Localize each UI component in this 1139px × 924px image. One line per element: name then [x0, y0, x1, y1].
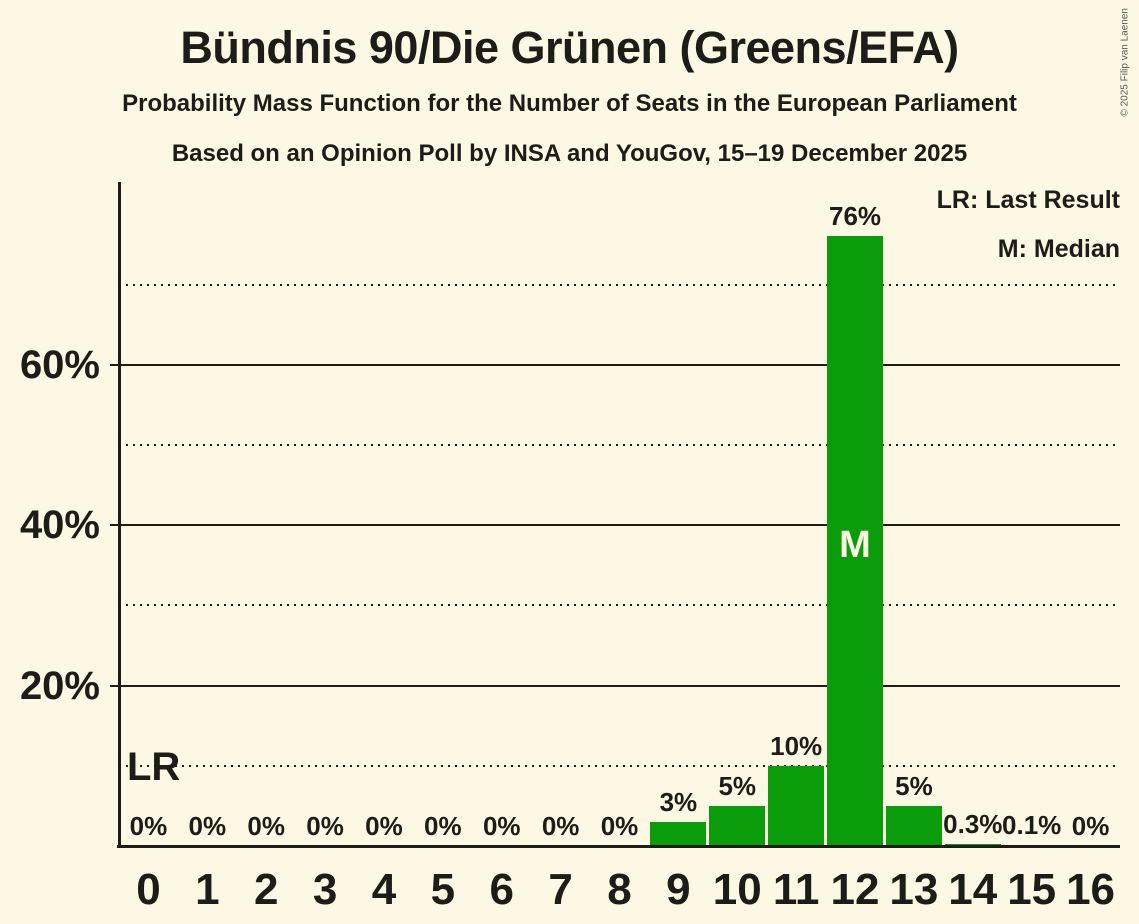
bar-seats-13	[885, 805, 942, 846]
gridline-dotted-10	[119, 764, 1120, 767]
legend-median: M: Median	[997, 235, 1120, 263]
x-axis-line	[117, 845, 1120, 848]
x-tick-label-11: 11	[772, 865, 820, 914]
chart-subtitle: Probability Mass Function for the Number…	[122, 90, 1017, 117]
bar-seats-14	[944, 843, 1001, 846]
y-tick-label-20%: 20%	[19, 663, 100, 708]
x-tick-label-8: 8	[607, 865, 632, 914]
x-tick-label-1: 1	[195, 865, 220, 914]
bar-value-label-5: 0%	[424, 811, 462, 841]
x-tick-label-16: 16	[1066, 865, 1116, 914]
bar-value-label-3: 0%	[306, 811, 344, 841]
bar-seats-10	[709, 805, 766, 846]
bar-value-label-1: 0%	[188, 811, 227, 841]
gridline-dotted-30	[119, 604, 1120, 607]
bar-value-label-11: 10%	[770, 730, 823, 761]
bar-value-label-6: 0%	[482, 811, 521, 841]
chart-title: Bündnis 90/Die Grünen (Greens/EFA)	[180, 22, 959, 73]
bar-value-label-14: 0.3%	[943, 808, 1003, 839]
gridline-dotted-70	[119, 283, 1120, 286]
bar-value-label-16: 0%	[1071, 811, 1110, 841]
bar-value-label-4: 0%	[365, 811, 403, 841]
x-tick-label-13: 13	[889, 865, 939, 914]
bar-value-label-9: 3%	[659, 786, 698, 817]
x-tick-label-4: 4	[371, 865, 397, 914]
bar-value-label-8: 0%	[600, 811, 639, 841]
legend-last-result: LR: Last Result	[936, 186, 1120, 214]
bar-value-label-2: 0%	[247, 811, 285, 841]
bar-seats-12	[827, 236, 884, 846]
bar-value-label-7: 0%	[541, 811, 580, 841]
copyright-text: © 2025 Filip van Laenen	[1120, 8, 1131, 117]
bar-seats-11	[768, 765, 825, 846]
x-tick-label-15: 15	[1007, 865, 1057, 914]
last-result-marker: LR	[127, 745, 181, 789]
bar-value-label-10: 5%	[718, 770, 757, 801]
chart-subtitle-poll-info: Based on an Opinion Poll by INSA and You…	[171, 140, 968, 167]
x-tick-label-9: 9	[666, 865, 691, 914]
bar-seats-9	[650, 821, 707, 846]
x-tick-label-7: 7	[548, 865, 573, 914]
x-tick-label-12: 12	[830, 865, 880, 914]
x-tick-label-2: 2	[253, 865, 279, 914]
bar-value-label-12: 76%	[828, 201, 882, 232]
y-tick-label-60%: 60%	[19, 342, 100, 387]
gridline-solid-40	[110, 524, 1120, 527]
gridline-dotted-50	[119, 444, 1120, 446]
x-tick-label-0: 0	[136, 865, 161, 914]
bar-value-label-13: 5%	[895, 770, 933, 801]
gridline-solid-20	[110, 684, 1120, 687]
gridline-solid-60	[110, 363, 1120, 366]
y-axis-line	[118, 182, 121, 847]
median-marker: M	[839, 524, 871, 566]
bar-value-label-0: 0%	[129, 811, 168, 841]
x-tick-label-5: 5	[430, 865, 456, 914]
y-tick-label-40%: 40%	[19, 503, 100, 548]
x-tick-label-6: 6	[489, 865, 514, 914]
x-tick-label-10: 10	[712, 865, 762, 914]
bar-value-label-15: 0.1%	[1002, 810, 1062, 841]
x-tick-label-3: 3	[312, 865, 338, 914]
x-tick-label-14: 14	[948, 865, 998, 914]
